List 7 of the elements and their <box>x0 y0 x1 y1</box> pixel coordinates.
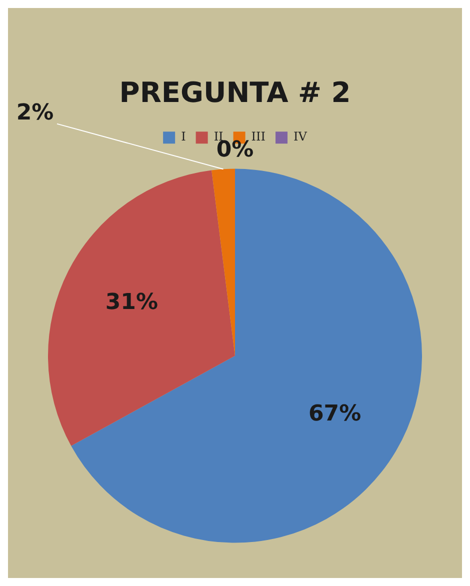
data-label: 31% <box>105 290 158 315</box>
data-label: 67% <box>308 402 362 427</box>
data-label: 2% <box>16 100 54 126</box>
legend-label: IV <box>294 130 308 144</box>
chart-title: PREGUNTA # 2 <box>119 76 351 110</box>
legend-label: III <box>251 130 266 144</box>
legend-label: I <box>181 130 186 144</box>
